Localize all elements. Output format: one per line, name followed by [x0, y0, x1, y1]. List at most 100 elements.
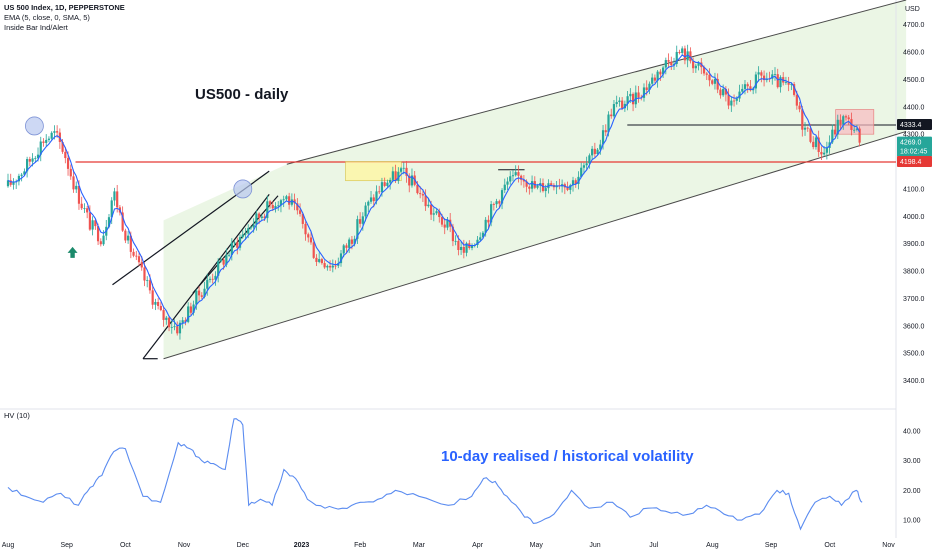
- candle-body-14: [45, 139, 48, 143]
- symbol-title[interactable]: US 500 Index, 1D, PEPPERSTONE: [4, 3, 125, 12]
- candle-body-6: [23, 171, 26, 175]
- candle-body-15: [47, 138, 51, 140]
- candle-body-180: [498, 201, 501, 204]
- candle-body-237: [653, 77, 657, 81]
- candle-body-112: [312, 242, 315, 258]
- price-tick-label-2: 3600.0: [903, 323, 925, 330]
- candle-body-2: [12, 182, 15, 185]
- candle-body-68: [192, 304, 195, 313]
- candle-body-262: [722, 89, 725, 96]
- price-tick-label-0: 3400.0: [903, 378, 925, 385]
- candle-body-42: [121, 212, 124, 231]
- candle-body-215: [593, 148, 596, 155]
- candle-body-260: [716, 78, 719, 90]
- candle-body-123: [342, 245, 345, 254]
- candle-body-108: [301, 213, 304, 224]
- candle-body-5: [20, 174, 23, 176]
- candle-body-109: [304, 223, 307, 235]
- inside-bar-indicator-label[interactable]: Inside Bar Ind/Alert: [4, 23, 68, 32]
- channel-lower-line: [163, 130, 907, 360]
- candle-body-173: [479, 237, 482, 240]
- candle-body-177: [490, 204, 493, 223]
- time-tick-label-6: Feb: [354, 542, 366, 549]
- hv-annotation: 10-day realised / historical volatility: [441, 448, 694, 465]
- hv-indicator-label[interactable]: HV (10): [4, 411, 30, 420]
- candle-body-268: [738, 91, 741, 99]
- candle-body-11: [36, 154, 40, 159]
- candle-body-182: [503, 184, 506, 191]
- candle-body-146: [405, 167, 408, 176]
- candle-body-53: [151, 290, 154, 305]
- candle-body-228: [629, 93, 632, 97]
- candle-body-205: [566, 187, 569, 190]
- candle-body-271: [746, 84, 749, 87]
- candle-body-35: [102, 235, 105, 245]
- candle-body-60: [170, 327, 173, 328]
- candle-body-132: [367, 201, 370, 206]
- candle-body-304: [836, 119, 839, 135]
- candle-body-290: [798, 105, 801, 110]
- candle-body-285: [784, 82, 788, 83]
- candle-body-77: [217, 261, 220, 276]
- candle-body-110: [307, 234, 310, 238]
- level-lower-badge-bg: [897, 155, 932, 167]
- candle-body-235: [648, 83, 651, 90]
- candle-body-153: [424, 195, 427, 207]
- candle-body-75: [211, 278, 214, 280]
- candle-body-85: [238, 237, 242, 248]
- candle-body-18: [56, 131, 59, 133]
- candle-body-165: [457, 240, 460, 251]
- price-tick-label-13: 4700.0: [903, 22, 925, 29]
- candle-body-221: [610, 114, 613, 117]
- candle-body-158: [438, 211, 441, 218]
- hv-tick-label-2: 30.00: [903, 458, 921, 465]
- level-lower-badge: 4198.4: [900, 159, 922, 166]
- top-marker-circle: [25, 116, 44, 136]
- candle-body-65: [184, 320, 187, 322]
- candles-layer: [6, 44, 861, 340]
- candle-body-55: [157, 301, 160, 306]
- candle-body-59: [167, 317, 171, 328]
- candle-body-54: [154, 301, 157, 305]
- candle-body-40: [116, 191, 119, 208]
- candle-body-218: [601, 130, 605, 145]
- candle-body-234: [645, 87, 648, 90]
- candle-body-277: [762, 75, 766, 81]
- candle-body-223: [615, 102, 618, 105]
- candle-body-86: [241, 234, 244, 238]
- ema-indicator-label[interactable]: EMA (5, close, 0, SMA, 5): [4, 13, 90, 22]
- candle-body-274: [754, 74, 757, 89]
- candle-body-37: [107, 217, 111, 227]
- candle-body-100: [279, 200, 283, 206]
- candle-body-63: [178, 322, 182, 334]
- candle-body-32: [94, 220, 97, 227]
- candle-body-257: [708, 74, 711, 81]
- time-tick-label-14: Oct: [824, 542, 835, 549]
- candle-body-178: [492, 204, 495, 205]
- wedge-lower-line: [142, 194, 270, 360]
- level-upper-badge-bg: [897, 119, 932, 131]
- candle-body-52: [148, 280, 152, 291]
- candle-body-152: [421, 194, 424, 196]
- candle-body-102: [285, 196, 288, 200]
- candle-body-69: [195, 290, 198, 305]
- candle-body-174: [481, 232, 485, 238]
- candle-body-217: [599, 144, 602, 150]
- candle-body-114: [318, 259, 321, 262]
- candle-body-296: [814, 137, 818, 148]
- last-price-badge: 4269.0: [900, 140, 922, 147]
- candle-body-39: [113, 191, 116, 201]
- candle-body-302: [831, 129, 834, 143]
- candle-body-191: [528, 186, 531, 189]
- candle-body-124: [345, 245, 348, 248]
- candle-body-211: [582, 165, 586, 168]
- candle-body-258: [711, 80, 714, 84]
- candle-body-46: [132, 251, 135, 256]
- candle-body-295: [812, 141, 815, 148]
- candle-body-78: [219, 259, 223, 262]
- candle-body-90: [252, 224, 255, 228]
- candle-body-160: [443, 224, 446, 228]
- candle-body-156: [432, 213, 435, 215]
- candle-body-45: [129, 235, 132, 252]
